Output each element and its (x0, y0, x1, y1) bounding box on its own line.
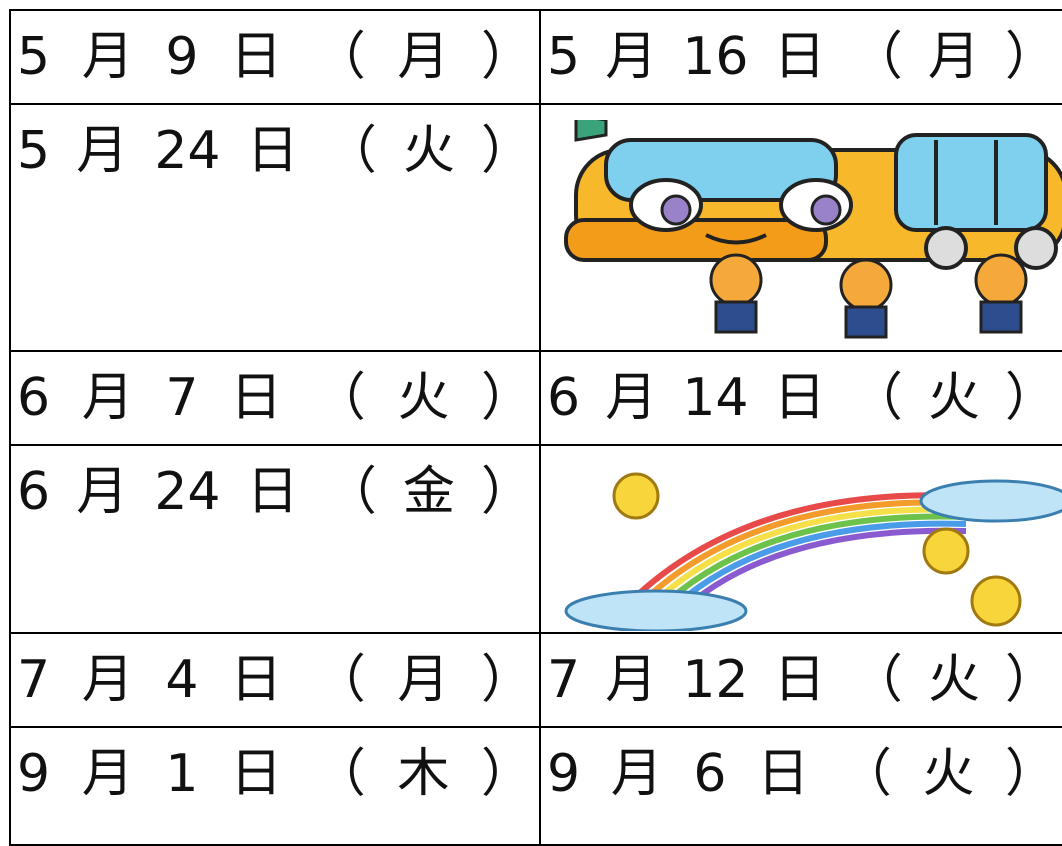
date: 9月6日（火） (547, 744, 1057, 804)
cell: 5月16日（月） (539, 9, 1062, 105)
date: 6月24日（金） (17, 462, 533, 522)
date: 6月7日（火） (17, 368, 533, 428)
schedule-table: 5月9日（月） 5月16日（月） 5月24日（火） 6月7日（火） (9, 9, 1062, 846)
cell: 9月1日（木） (9, 726, 541, 846)
cell: 7月4日（月） (9, 632, 541, 728)
date: 6月14日（火） (547, 368, 1057, 428)
page: {"table": {"rows": [ ["5月9日（月）", "5月16日（… (9, 9, 1062, 846)
cell (539, 444, 1062, 634)
date: 9月1日（木） (17, 744, 533, 804)
date: 5月9日（月） (17, 27, 533, 87)
date: 7月4日（月） (17, 650, 533, 710)
cell: 7月12日（火） (539, 632, 1062, 728)
cell: 6月7日（火） (9, 350, 541, 446)
date: 5月16日（月） (547, 27, 1057, 87)
rainbow-illustration (564, 472, 1062, 631)
bus-illustration (564, 120, 1062, 339)
cell (539, 103, 1062, 352)
date: 7月12日（火） (547, 650, 1057, 710)
cell: 5月24日（火） (9, 103, 541, 352)
cell: 6月24日（金） (9, 444, 541, 634)
date: 5月24日（火） (17, 121, 533, 181)
cell: 5月9日（月） (9, 9, 541, 105)
cell: 9月6日（火） (539, 726, 1062, 846)
cell: 6月14日（火） (539, 350, 1062, 446)
